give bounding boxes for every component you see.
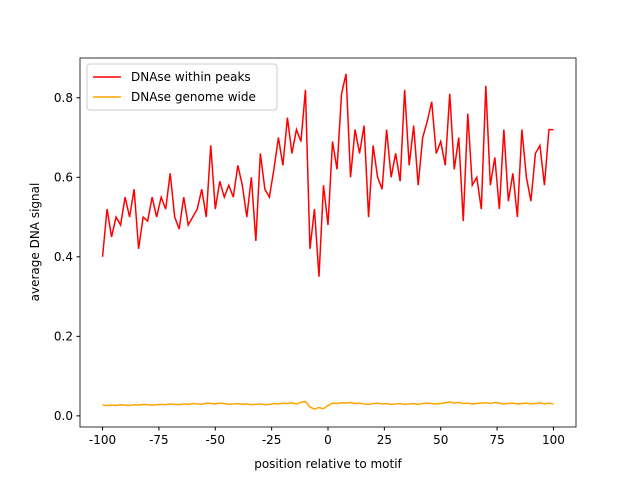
y-tick-label: 0.2: [54, 329, 73, 343]
x-tick-label: 25: [377, 433, 392, 447]
data-line: [102, 400, 554, 410]
x-tick-label: -50: [205, 433, 225, 447]
y-axis-label: average DNA signal: [28, 183, 42, 302]
plot-frame: [79, 57, 577, 428]
x-tick-label: -25: [262, 433, 282, 447]
x-tick-label: 50: [433, 433, 448, 447]
x-tick-label: -75: [149, 433, 169, 447]
y-tick-label: 0.0: [54, 409, 73, 423]
data-line: [101, 73, 554, 277]
x-tick-label: 0: [324, 433, 332, 447]
y-tick-label: 0.6: [54, 170, 73, 184]
x-axis-label: position relative to motif: [254, 457, 402, 471]
legend-label: DNAse genome wide: [131, 90, 256, 104]
y-tick-label: 0.4: [54, 250, 73, 264]
x-tick-label: 100: [542, 433, 565, 447]
x-tick-label: -100: [89, 433, 116, 447]
x-tick-label: 75: [489, 433, 504, 447]
y-tick-label: 0.8: [54, 91, 73, 105]
legend-label: DNAse within peaks: [131, 70, 251, 84]
legend-box: [86, 63, 278, 111]
